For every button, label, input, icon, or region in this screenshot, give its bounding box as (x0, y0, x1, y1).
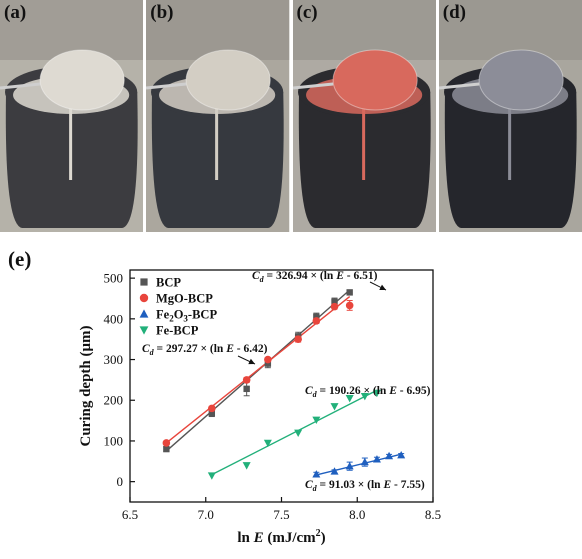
data-points (162, 289, 406, 480)
photo-panel-a: (a) (0, 0, 144, 232)
photo-panel-d: (d) (438, 0, 582, 232)
data-point (242, 376, 251, 384)
data-point (360, 457, 369, 466)
y-axis-label: Curing depth (μm) (78, 325, 94, 446)
legend-marker (139, 309, 149, 318)
fit-equation: Cd = 297.27 × (ln E - 6.42) (142, 343, 268, 357)
y-tick-label: 200 (104, 393, 124, 408)
legend-label: Fe-BCP (156, 324, 199, 338)
fit-equations: Cd = 326.94 × (ln E - 6.51) Cd = 297.27 ×… (142, 270, 431, 493)
curing-depth-chart: (e) 6.5 7.0 7.5 8.0 8.5 0 100 200 300 400 500 ln E … (0, 232, 582, 559)
data-point (162, 439, 171, 447)
slurry-photo-c (292, 0, 436, 232)
legend-label: Fe2O3-BCP (156, 308, 217, 324)
data-point (312, 317, 321, 325)
annotation-arrowhead (379, 284, 386, 290)
data-point (385, 451, 394, 460)
data-point (330, 302, 339, 311)
panel-label-a: (a) (4, 2, 27, 23)
data-point (208, 410, 216, 417)
data-point (331, 298, 338, 305)
fit-equation: Cd = 91.03 × (ln E - 7.55) (305, 479, 425, 493)
photo-backdrop (146, 0, 290, 60)
spoon-handle (0, 82, 41, 90)
data-point (330, 403, 339, 411)
x-tick-label: 8.5 (425, 507, 441, 522)
slurry-drip (507, 100, 511, 180)
chart-svg: (e) 6.5 7.0 7.5 8.0 8.5 0 100 200 300 400 500 ln E … (8, 247, 441, 546)
data-point (207, 472, 216, 480)
photo-panel-b: (b) (146, 0, 290, 232)
photo-backdrop (438, 0, 582, 60)
photo-backdrop (292, 0, 436, 60)
data-point (330, 467, 339, 475)
slurry-photo-a (0, 0, 144, 232)
fit-equation: Cd = 190.26 × (ln E - 6.95) (305, 385, 431, 399)
spoon-bowl (478, 49, 564, 111)
legend-marker (140, 278, 148, 286)
data-point (294, 429, 303, 438)
y-tick-label: 400 (104, 311, 124, 326)
data-point (243, 385, 250, 393)
spoon-handle (438, 82, 479, 90)
panel-label-e: (e) (8, 247, 31, 271)
data-point (345, 301, 354, 310)
spoon-bowl (39, 49, 125, 111)
data-point (397, 450, 406, 459)
legend-marker (139, 326, 149, 335)
data-point (312, 470, 321, 478)
data-point (345, 461, 354, 470)
data-point (312, 416, 321, 424)
data-point (208, 404, 216, 413)
y-tick-label: 100 (104, 433, 124, 448)
panel-label-b: (b) (150, 2, 174, 23)
annotation-arrowhead (248, 358, 255, 365)
fit-equation: Cd = 326.94 × (ln E - 6.51) (252, 270, 378, 284)
x-tick-label: 7.0 (198, 507, 214, 522)
data-point (313, 313, 320, 321)
panel-label-d: (d) (442, 2, 466, 23)
data-point (242, 462, 251, 470)
legend-label: BCP (156, 276, 181, 290)
chart-axes: 6.5 7.0 7.5 8.0 8.5 0 100 200 300 400 500 ln E (mJ/… (78, 269, 441, 546)
spoon-bowl (185, 49, 271, 111)
data-point (163, 445, 170, 453)
fit-line (211, 389, 378, 476)
y-tick-label: 300 (104, 352, 124, 367)
data-point (264, 355, 272, 364)
y-tick-label: 500 (104, 271, 124, 286)
legend-label: MgO-BCP (156, 292, 213, 306)
spoon-bowl (332, 49, 418, 111)
photo-strip: (a) (b) (c) (d) (0, 0, 582, 232)
data-point (345, 395, 354, 403)
photo-backdrop (0, 0, 144, 60)
data-point (360, 392, 369, 401)
slurry-drip (69, 100, 73, 180)
spoon-handle (146, 82, 187, 90)
slurry-photo-b (146, 0, 290, 232)
x-tick-label: 7.5 (273, 507, 289, 522)
y-tick-label: 0 (117, 474, 124, 489)
slurry-photo-d (438, 0, 582, 232)
data-point (264, 360, 272, 367)
data-point (263, 439, 272, 448)
panel-label-c: (c) (296, 2, 318, 23)
x-tick-label: 6.5 (122, 507, 138, 522)
data-point (294, 335, 302, 343)
photo-panel-c: (c) (292, 0, 436, 232)
slurry-drip (215, 100, 219, 180)
spoon-handle (292, 82, 333, 90)
data-point (372, 389, 381, 398)
legend-marker (139, 293, 149, 303)
slurry-drip (361, 100, 365, 180)
data-point (372, 455, 381, 463)
x-tick-label: 8.0 (349, 507, 365, 522)
data-point (346, 289, 353, 296)
x-axis-label: ln E (mJ/cm2) (237, 528, 325, 546)
